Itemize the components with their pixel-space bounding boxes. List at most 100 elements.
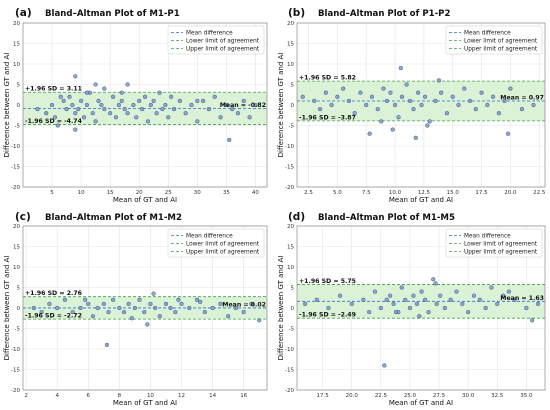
legend-lower-limit: Lower limit of agreement bbox=[186, 39, 260, 45]
panel-label: (a) bbox=[15, 7, 32, 19]
data-point bbox=[131, 102, 136, 108]
x-tick-label: 14 bbox=[209, 393, 216, 399]
data-point bbox=[417, 314, 422, 319]
data-point bbox=[78, 98, 84, 104]
data-point bbox=[163, 301, 169, 307]
plot-frame bbox=[22, 22, 268, 188]
y-tick-label: 5 bbox=[291, 83, 295, 89]
data-point bbox=[183, 111, 188, 116]
data-point bbox=[489, 285, 494, 290]
data-point bbox=[93, 82, 98, 87]
data-point bbox=[212, 94, 217, 99]
y-tick-label: 20 bbox=[13, 21, 20, 27]
panel-label: (b) bbox=[288, 7, 305, 19]
data-point bbox=[247, 115, 252, 120]
data-point bbox=[460, 301, 465, 307]
lower-limit-annotation: -1.96 SD = -3.87 bbox=[299, 114, 356, 121]
data-point bbox=[415, 90, 421, 95]
x-tick-label: 15 bbox=[107, 190, 114, 196]
data-point bbox=[439, 90, 444, 95]
upper-limit-annotation: +1.96 SD = 5.75 bbox=[299, 278, 356, 285]
data-point bbox=[411, 106, 416, 112]
data-point bbox=[346, 98, 352, 104]
x-axis-label: Mean of GT and AI bbox=[113, 196, 177, 204]
data-point bbox=[126, 301, 131, 307]
data-point bbox=[390, 127, 395, 132]
x-tick-label: 10 bbox=[78, 190, 85, 196]
x-tick-label: 16 bbox=[240, 393, 247, 399]
data-point bbox=[384, 297, 389, 302]
y-tick-label: 20 bbox=[287, 21, 294, 27]
data-point bbox=[152, 305, 158, 311]
panel-3: -20 -15 -10 -5 0 5 10 15 20 2 4 6 8 10 12 14 16 Mean of G… bbox=[3, 211, 268, 407]
data-point bbox=[303, 301, 308, 307]
y-tick-label: -15 bbox=[11, 368, 20, 374]
data-point bbox=[139, 106, 145, 112]
data-point bbox=[157, 90, 162, 95]
x-tick-label: 25 bbox=[165, 190, 172, 196]
x-tick-label: 17.5 bbox=[316, 393, 329, 399]
data-point bbox=[378, 305, 383, 311]
data-point bbox=[31, 305, 37, 311]
data-point bbox=[224, 102, 229, 108]
data-point bbox=[122, 106, 127, 112]
panel-label: (c) bbox=[15, 211, 31, 223]
y-tick-label: -5 bbox=[289, 327, 295, 333]
x-tick-label: 8 bbox=[118, 393, 122, 399]
y-tick-label: -20 bbox=[285, 388, 294, 394]
data-point bbox=[381, 86, 386, 91]
data-point bbox=[44, 111, 49, 116]
data-point bbox=[125, 82, 130, 87]
data-point bbox=[382, 363, 387, 368]
data-point bbox=[67, 94, 72, 99]
data-point bbox=[241, 98, 246, 104]
data-point bbox=[206, 106, 212, 112]
x-tick-label: 12.5 bbox=[418, 190, 431, 196]
legend-box bbox=[445, 228, 543, 258]
data-point bbox=[512, 297, 517, 302]
data-point bbox=[83, 297, 88, 302]
x-tick-label: 35.0 bbox=[520, 393, 533, 399]
data-point bbox=[168, 305, 173, 311]
legend-upper-limit: Upper limit of agreement bbox=[464, 250, 538, 256]
data-point bbox=[78, 305, 83, 311]
data-point bbox=[189, 102, 194, 108]
data-point bbox=[198, 299, 203, 304]
data-point bbox=[160, 106, 165, 112]
data-point bbox=[218, 301, 223, 307]
data-point bbox=[117, 305, 122, 311]
legend-box bbox=[445, 25, 543, 55]
x-tick-label: 35 bbox=[223, 190, 230, 196]
y-tick-label: 15 bbox=[13, 42, 20, 48]
data-point bbox=[93, 119, 98, 124]
data-point bbox=[102, 106, 107, 112]
legend-mean-difference: Mean difference bbox=[464, 31, 511, 37]
data-point bbox=[337, 293, 343, 298]
legend-upper-limit: Upper limit of agreement bbox=[186, 250, 260, 256]
y-tick-label: 5 bbox=[17, 83, 21, 89]
x-tick-label: 30.0 bbox=[462, 393, 475, 399]
data-point bbox=[253, 102, 258, 108]
data-point bbox=[226, 314, 231, 319]
data-point bbox=[462, 86, 467, 91]
x-tick-label: 25.0 bbox=[404, 393, 417, 399]
data-point bbox=[90, 314, 96, 319]
x-tick-label: 20 bbox=[136, 190, 143, 196]
x-tick-label: 40 bbox=[252, 190, 259, 196]
data-point bbox=[407, 305, 413, 311]
data-point bbox=[73, 74, 78, 79]
data-point bbox=[134, 115, 139, 120]
data-point bbox=[151, 291, 156, 296]
data-point bbox=[426, 309, 431, 315]
data-point bbox=[431, 277, 436, 282]
data-point bbox=[55, 123, 60, 128]
data-point bbox=[490, 94, 496, 99]
data-point bbox=[257, 318, 262, 323]
y-tick-label: 20 bbox=[287, 224, 294, 230]
legend-upper-limit: Upper limit of agreement bbox=[186, 47, 260, 53]
data-point bbox=[519, 106, 525, 112]
data-point bbox=[148, 102, 153, 108]
data-point bbox=[388, 293, 393, 298]
data-point bbox=[52, 115, 58, 120]
data-point bbox=[113, 115, 119, 120]
